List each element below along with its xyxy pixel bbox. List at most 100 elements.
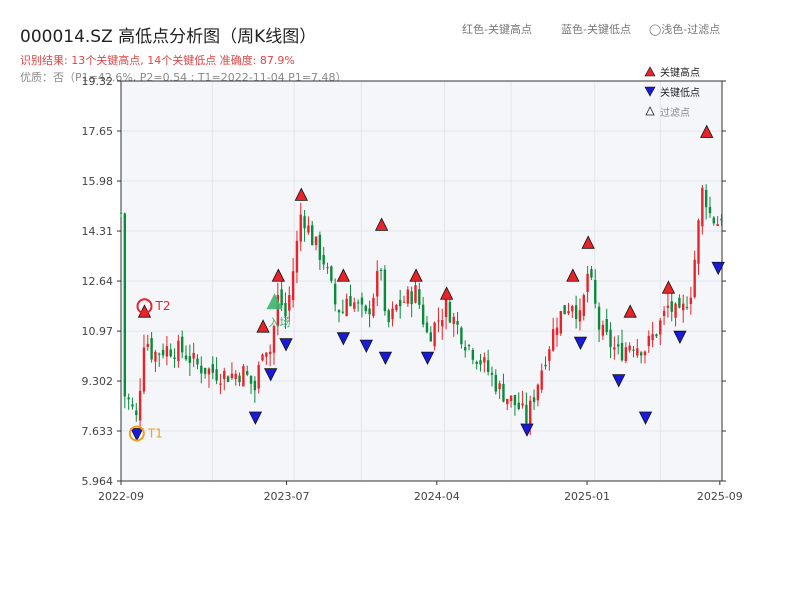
- candle-body: [314, 236, 318, 246]
- candle-body: [460, 327, 463, 345]
- candle-body: [662, 310, 666, 317]
- y-tick-label: 17.65: [82, 125, 114, 138]
- candle-body: [448, 302, 452, 323]
- candle-body: [678, 297, 681, 308]
- y-tick-label: 5.964: [82, 475, 114, 488]
- candle-body: [288, 295, 291, 311]
- candle-body: [215, 369, 218, 381]
- candle-body: [639, 352, 643, 356]
- candle-body: [154, 351, 157, 362]
- candle-body: [498, 383, 501, 390]
- candle-body: [590, 269, 593, 278]
- candle-body: [616, 344, 620, 347]
- candle-body: [517, 402, 520, 410]
- candle-body: [421, 304, 425, 325]
- candle-body: [138, 390, 142, 421]
- candle-body: [655, 334, 658, 337]
- candle-body: [720, 218, 723, 221]
- candle-body: [295, 240, 299, 273]
- candle-body: [464, 347, 467, 351]
- candle-body: [479, 360, 482, 365]
- candle-body: [188, 356, 192, 363]
- legend-low-icon: [644, 86, 656, 97]
- candle-body: [548, 349, 551, 361]
- candle-body: [257, 364, 260, 389]
- candle-body: [712, 217, 716, 224]
- candle-body: [165, 346, 169, 357]
- t2-marker: [136, 298, 153, 315]
- candle-body: [379, 269, 383, 271]
- key-low-marker: [520, 423, 534, 437]
- key-low-marker: [420, 351, 435, 366]
- candle-body: [494, 374, 498, 392]
- candle-body: [177, 340, 180, 362]
- candle-body: [341, 311, 345, 313]
- key-low-marker: [264, 368, 278, 382]
- candle-body: [211, 364, 214, 373]
- key-low-marker: [378, 351, 393, 366]
- candle-body: [716, 224, 719, 227]
- candle-body: [425, 322, 429, 333]
- candle-body: [333, 283, 337, 305]
- buy-signal-label: 入场: [269, 315, 291, 329]
- candle-body: [303, 216, 306, 229]
- y-tick-label: 7.633: [82, 425, 114, 438]
- candle-body: [345, 298, 348, 317]
- candle-body: [173, 357, 176, 360]
- candle-body: [330, 266, 333, 281]
- candle-body: [402, 301, 406, 303]
- candle-body: [513, 395, 517, 406]
- candle-body: [594, 280, 597, 304]
- candle-body: [414, 285, 417, 303]
- candle-body: [636, 348, 639, 356]
- legend-low-label: 关键低点: [660, 86, 700, 99]
- candle-body: [280, 289, 283, 306]
- candle-body: [127, 397, 130, 400]
- candle-body: [307, 225, 310, 233]
- legend-blue-key-low: 蓝色-关键低点: [561, 23, 631, 36]
- candle-body: [223, 370, 226, 380]
- candle-body: [471, 349, 475, 360]
- candle-body: [704, 189, 708, 208]
- candle-body: [506, 398, 509, 405]
- candle-body: [525, 404, 528, 424]
- candle-body: [318, 234, 322, 260]
- key-low-marker: [336, 332, 351, 346]
- candle-body: [349, 296, 352, 307]
- candle-body: [299, 214, 302, 242]
- key-high-marker: [336, 268, 351, 282]
- candle-body: [276, 294, 280, 327]
- candle-body: [360, 297, 364, 305]
- t1-marker: [128, 425, 145, 442]
- candle-body: [685, 307, 689, 309]
- candle-body: [605, 319, 608, 333]
- candle-body: [356, 302, 360, 304]
- x-tick-label: 2025-09: [697, 490, 743, 503]
- candle-body: [226, 376, 230, 382]
- candle-body: [682, 303, 685, 311]
- candle-body: [353, 302, 356, 309]
- candle-body: [571, 306, 574, 312]
- candle-body: [268, 351, 272, 355]
- key-low-marker: [130, 428, 144, 442]
- candle-body: [651, 334, 654, 341]
- candle-body: [563, 305, 566, 315]
- candle-body: [567, 311, 570, 314]
- candle-body: [483, 357, 486, 363]
- chart-title: 000014.SZ 高低点分析图（周K线图）: [20, 27, 317, 47]
- candle-body: [249, 375, 253, 384]
- candle-body: [693, 259, 696, 298]
- candle-body: [207, 368, 211, 375]
- candle-body: [284, 302, 287, 317]
- candle-body: [387, 310, 390, 323]
- candle-body: [391, 308, 394, 320]
- key-high-marker: [374, 217, 389, 231]
- candle-body: [203, 367, 207, 374]
- y-tick-label: 9.302: [82, 375, 114, 388]
- key-high-marker: [256, 319, 270, 333]
- candle-body: [521, 403, 524, 406]
- candle-body: [701, 187, 704, 227]
- candle-body: [574, 305, 578, 320]
- candle-body: [184, 355, 188, 360]
- buy-signal-marker: [266, 293, 283, 310]
